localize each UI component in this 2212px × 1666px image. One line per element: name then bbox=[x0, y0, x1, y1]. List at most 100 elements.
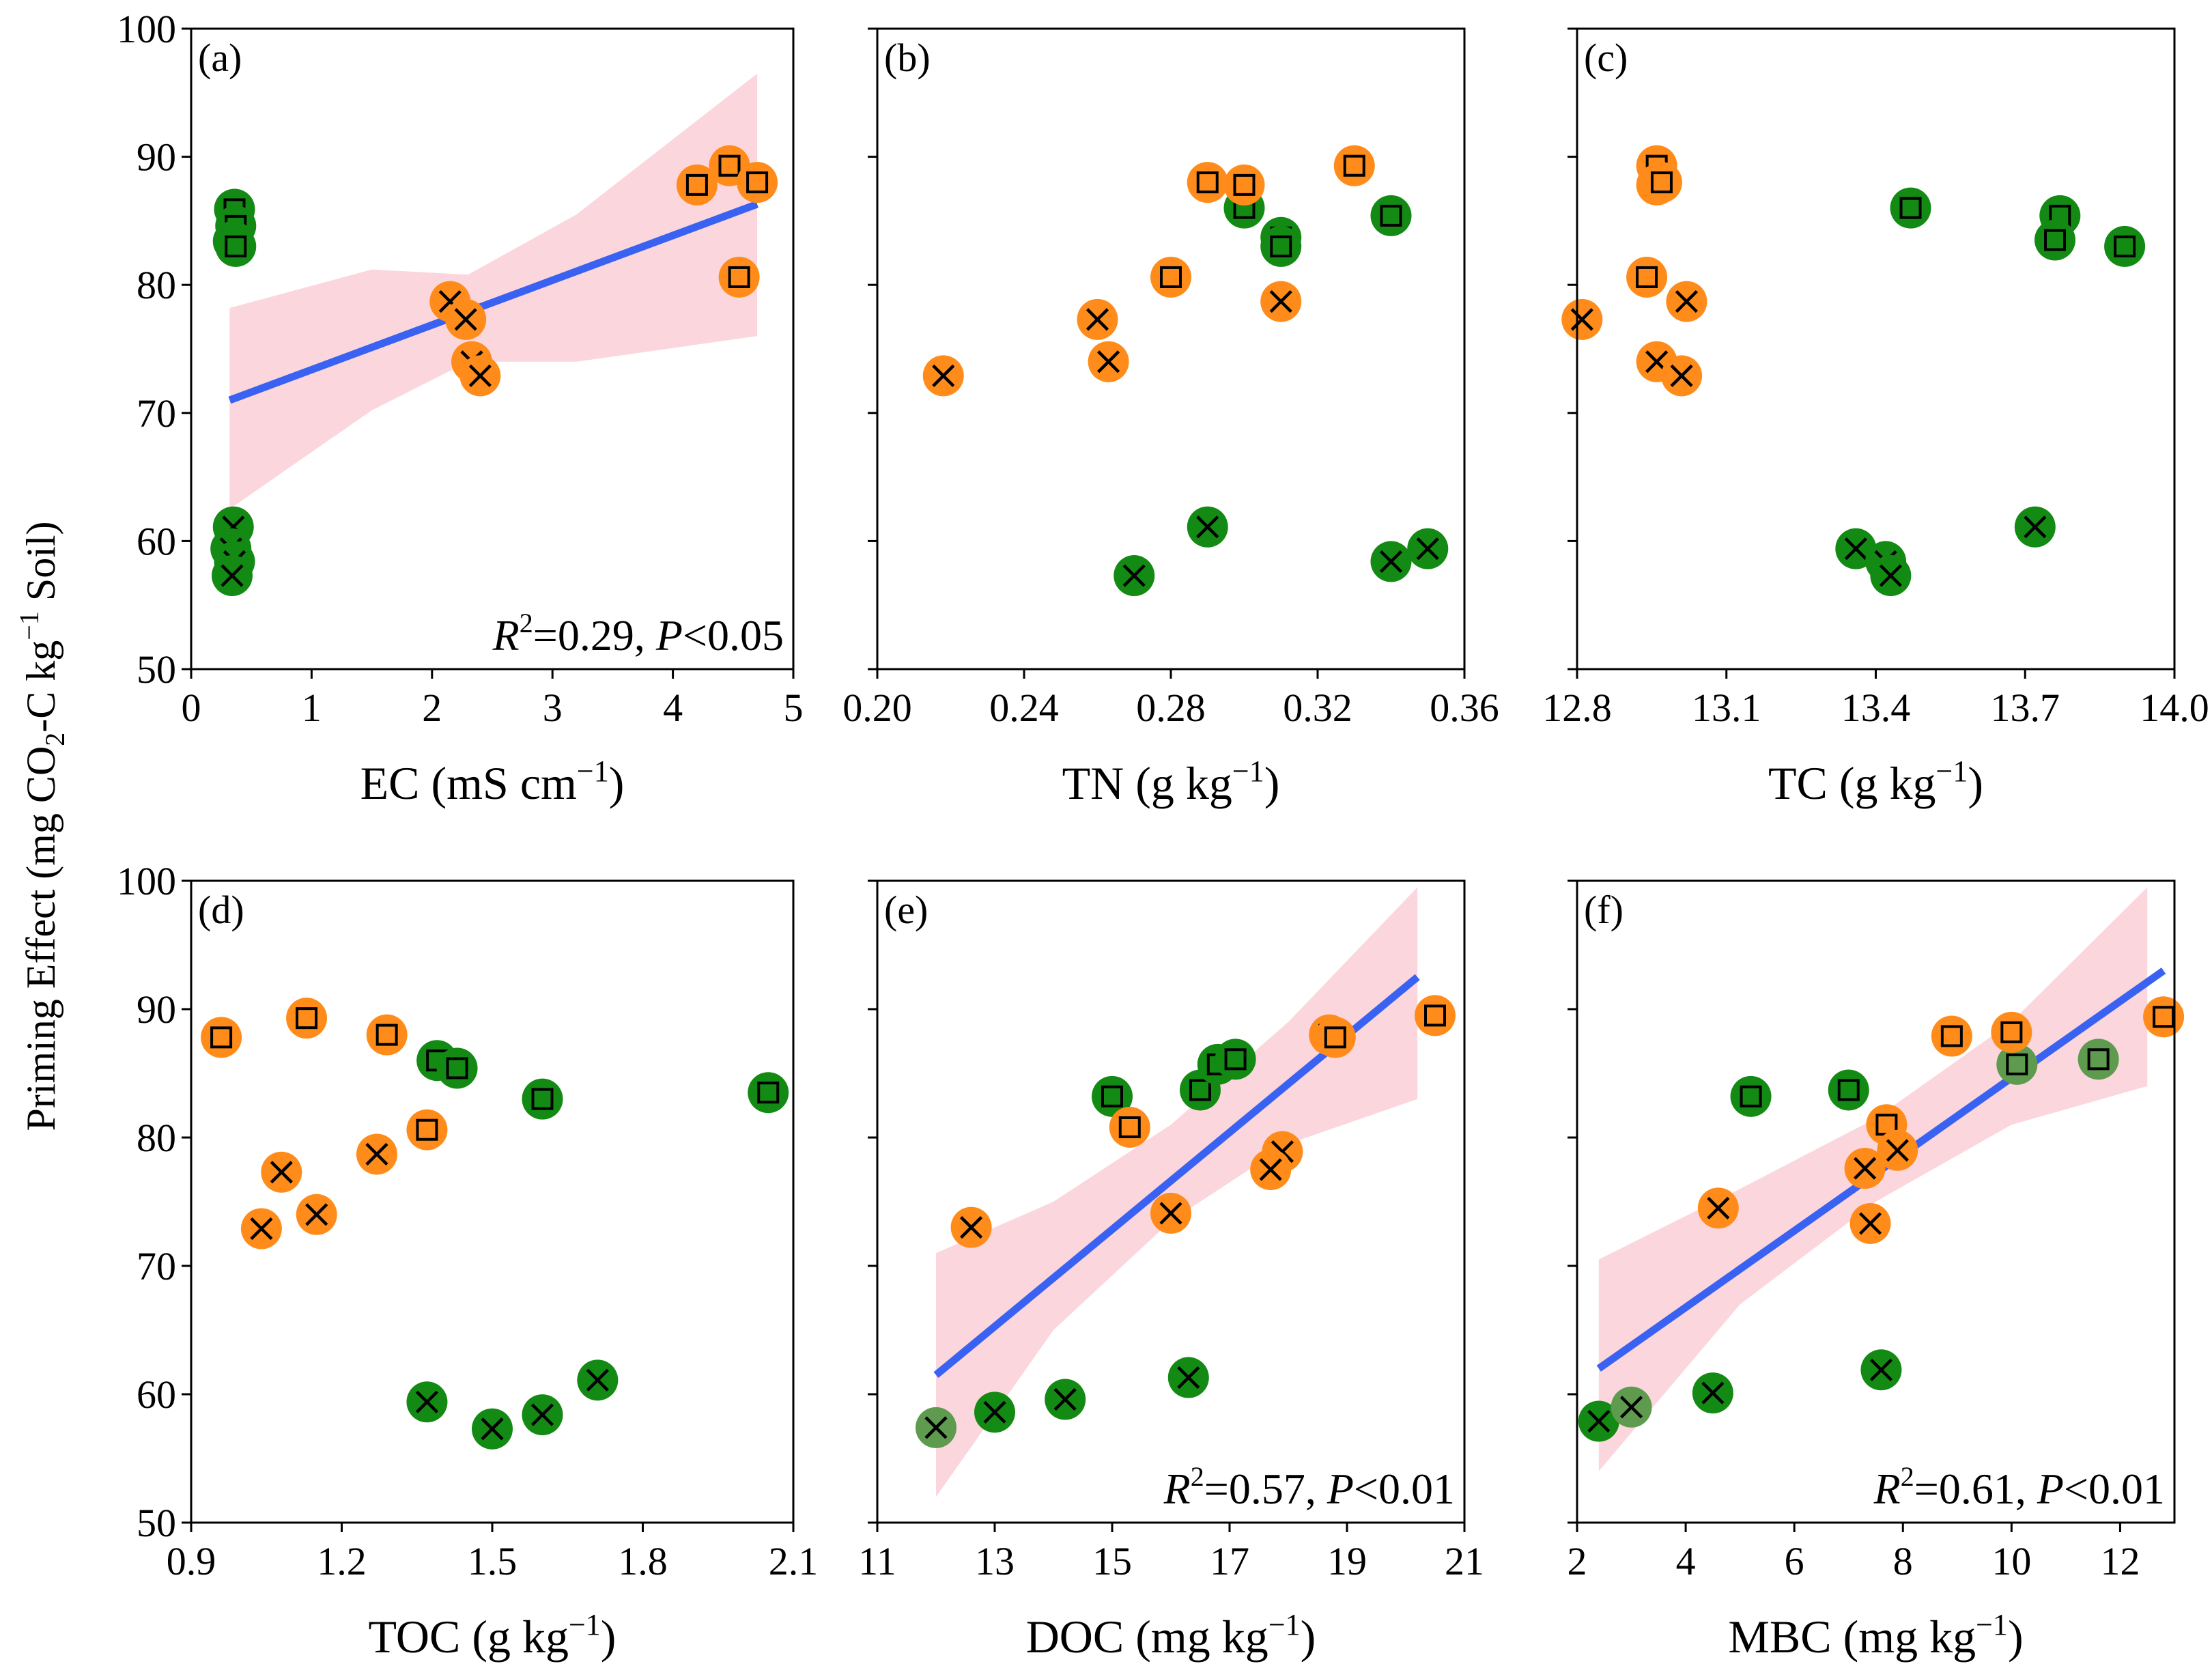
axes-frame bbox=[190, 27, 795, 670]
x-label-part: ) bbox=[1264, 757, 1280, 809]
square-marker bbox=[1899, 197, 1922, 219]
x-axis-label: TOC (g kg−1) bbox=[369, 1608, 616, 1663]
data-point bbox=[737, 162, 778, 203]
x-axis-label: DOC (mg kg−1) bbox=[1026, 1608, 1316, 1663]
x-tick-label: 4 bbox=[663, 686, 683, 730]
panel-label: (d) bbox=[198, 888, 244, 932]
square-marker bbox=[1101, 1085, 1123, 1107]
cross-marker bbox=[1379, 550, 1403, 574]
cross-marker bbox=[1670, 364, 1693, 387]
square-marker bbox=[1380, 204, 1402, 227]
square-marker bbox=[2006, 1053, 2028, 1075]
stat-r2-value: =0.29, bbox=[533, 611, 656, 660]
x-tick-label: 21 bbox=[1445, 1539, 1484, 1583]
data-point bbox=[2104, 225, 2146, 267]
data-point bbox=[406, 1109, 448, 1150]
square-marker bbox=[1343, 154, 1365, 177]
cross-marker bbox=[960, 1216, 983, 1239]
data-point bbox=[406, 1381, 448, 1423]
stat-annotation: R2=0.29, P<0.05 bbox=[492, 608, 784, 660]
x-tick-label: 12.8 bbox=[1542, 686, 1612, 730]
square-marker bbox=[225, 235, 247, 257]
point-circle bbox=[1828, 1069, 1869, 1111]
data-point bbox=[1150, 256, 1191, 298]
data-point bbox=[1370, 195, 1412, 236]
data-point bbox=[1370, 541, 1412, 582]
square-marker bbox=[1424, 1004, 1446, 1027]
y-tick-label: 80 bbox=[137, 263, 176, 307]
data-point bbox=[1215, 1039, 1256, 1080]
data-point bbox=[472, 1408, 513, 1450]
x-tick-label: 2 bbox=[422, 686, 442, 730]
data-point bbox=[1626, 256, 1668, 298]
x-tick-label: 6 bbox=[1785, 1539, 1804, 1583]
x-tick-label: 1.5 bbox=[468, 1539, 517, 1583]
confidence-band bbox=[936, 887, 1418, 1497]
cross-marker bbox=[1177, 1366, 1200, 1389]
data-point bbox=[261, 1151, 302, 1193]
point-circle bbox=[2143, 996, 2185, 1038]
square-marker bbox=[416, 1118, 438, 1141]
point-circle bbox=[2078, 1039, 2119, 1080]
x-tick-label: 2 bbox=[1568, 1539, 1587, 1583]
square-marker bbox=[1940, 1025, 1963, 1047]
axes-frame bbox=[1576, 879, 2176, 1524]
data-point bbox=[1314, 1017, 1356, 1058]
x-tick-label: 0.36 bbox=[1430, 686, 1499, 730]
cross-marker bbox=[415, 1390, 439, 1413]
x-label-superscript: −1 bbox=[1936, 754, 1968, 788]
data-point bbox=[1092, 1075, 1133, 1117]
data-point bbox=[240, 1208, 282, 1250]
data-point bbox=[950, 1206, 992, 1248]
cross-marker bbox=[270, 1161, 293, 1184]
cross-marker bbox=[932, 364, 955, 387]
square-marker bbox=[1196, 171, 1219, 194]
stat-p-value: <0.01 bbox=[1354, 1465, 1455, 1513]
y-tick-label: 90 bbox=[137, 987, 176, 1032]
square-marker bbox=[1740, 1085, 1762, 1107]
data-point bbox=[1849, 1202, 1891, 1244]
x-tick-label: 0 bbox=[182, 686, 201, 730]
cross-marker bbox=[1570, 308, 1593, 331]
panel-label: (a) bbox=[198, 36, 242, 80]
y-tick-label: 100 bbox=[117, 859, 176, 903]
x-label-part: MBC (mg kg bbox=[1728, 1611, 1976, 1663]
y-tick-label: 50 bbox=[137, 647, 176, 692]
x-axis-label: MBC (mg kg−1) bbox=[1728, 1608, 2023, 1663]
x-label-part: DOC (mg kg bbox=[1026, 1611, 1268, 1663]
x-tick-label: 19 bbox=[1327, 1539, 1367, 1583]
data-point bbox=[211, 555, 253, 597]
data-point bbox=[1260, 225, 1302, 267]
stat-r: R bbox=[1873, 1465, 1901, 1513]
data-point bbox=[2078, 1039, 2119, 1080]
data-point bbox=[366, 1014, 408, 1056]
stat-p: P bbox=[655, 611, 683, 660]
x-tick-label: 1.8 bbox=[618, 1539, 668, 1583]
panel-label: (c) bbox=[1584, 36, 1628, 80]
data-point bbox=[1561, 298, 1603, 340]
data-point bbox=[676, 164, 718, 206]
data-point bbox=[1187, 162, 1228, 203]
cross-marker bbox=[1416, 537, 1439, 561]
square-marker bbox=[1270, 235, 1292, 257]
data-point bbox=[286, 998, 328, 1039]
data-point bbox=[445, 298, 487, 340]
data-point bbox=[1045, 1379, 1086, 1420]
cross-marker bbox=[481, 1417, 504, 1441]
data-point bbox=[1996, 1043, 2038, 1085]
x-label-part: ) bbox=[601, 1611, 616, 1663]
cross-marker bbox=[1675, 290, 1699, 313]
square-marker bbox=[1650, 171, 1673, 194]
x-tick-label: 8 bbox=[1893, 1539, 1913, 1583]
x-tick-label: 0.9 bbox=[167, 1539, 216, 1583]
data-point bbox=[1692, 1372, 1733, 1414]
data-point bbox=[522, 1394, 563, 1436]
cross-marker bbox=[1122, 564, 1146, 587]
square-marker bbox=[2114, 235, 2136, 257]
data-point bbox=[1730, 1075, 1772, 1117]
stat-annotation: R2=0.61, P<0.01 bbox=[1873, 1461, 2165, 1513]
x-label-part: ) bbox=[1968, 757, 1983, 809]
data-point bbox=[2014, 506, 2056, 548]
